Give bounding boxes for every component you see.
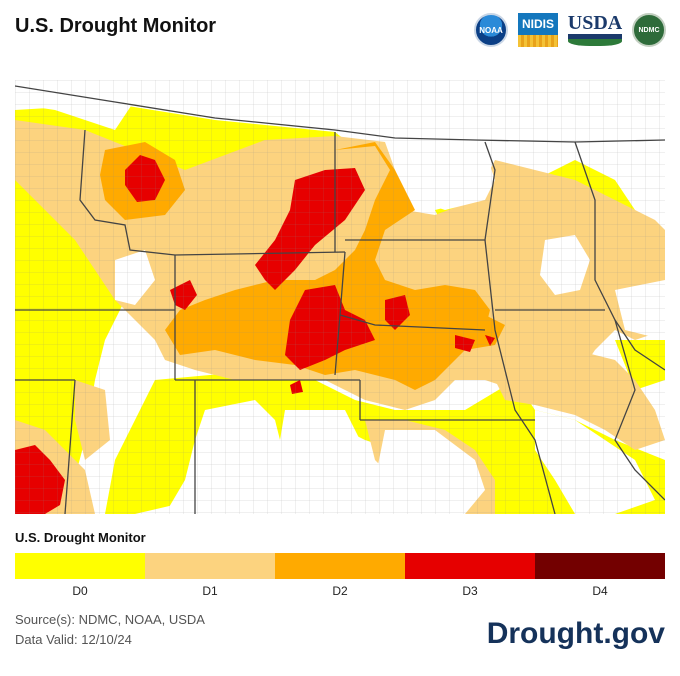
ndmc-logo[interactable]: NDMC xyxy=(632,13,666,47)
noaa-logo[interactable]: NOAA xyxy=(474,13,508,47)
ndmc-logo-text: NDMC xyxy=(638,26,660,34)
source-info: Source(s): NDMC, NOAA, USDA Data Valid: … xyxy=(15,610,205,650)
legend-item-d4: D4 xyxy=(535,553,665,598)
legend-swatch-d2 xyxy=(275,553,405,579)
county-grid xyxy=(15,80,665,514)
map-title: U.S. Drought Monitor xyxy=(15,15,217,37)
legend: D0 D1 D2 D3 D4 xyxy=(15,553,665,598)
nidis-logo[interactable]: NIDIS xyxy=(518,13,558,47)
legend-item-d3: D3 xyxy=(405,553,535,598)
legend-item-d1: D1 xyxy=(145,553,275,598)
legend-label-d2: D2 xyxy=(332,584,348,598)
source-line: Source(s): NDMC, NOAA, USDA xyxy=(15,612,205,627)
data-valid-date: Data Valid: 12/10/24 xyxy=(15,632,132,647)
usda-logo[interactable]: USDA xyxy=(568,12,622,48)
legend-item-d2: D2 xyxy=(275,553,405,598)
noaa-logo-text: NOAA xyxy=(479,25,503,35)
legend-swatch-d4 xyxy=(535,553,665,579)
legend-title: U.S. Drought Monitor xyxy=(15,530,146,545)
legend-swatch-d0 xyxy=(15,553,145,579)
legend-item-d0: D0 xyxy=(15,553,145,598)
legend-label-d0: D0 xyxy=(72,584,88,598)
legend-label-d3: D3 xyxy=(462,584,478,598)
legend-label-d1: D1 xyxy=(202,584,218,598)
drought-map xyxy=(15,80,665,514)
drought-gov-link[interactable]: Drought.gov xyxy=(486,617,665,650)
nidis-logo-text: NIDIS xyxy=(521,17,554,31)
usda-logo-swoosh xyxy=(568,34,622,46)
usda-logo-text: USDA xyxy=(567,12,623,34)
partner-logos: NOAA NIDIS USDA NDMC xyxy=(474,12,666,48)
legend-swatch-d1 xyxy=(145,553,275,579)
legend-swatch-d3 xyxy=(405,553,535,579)
legend-label-d4: D4 xyxy=(592,584,608,598)
state-boundaries xyxy=(15,85,665,514)
